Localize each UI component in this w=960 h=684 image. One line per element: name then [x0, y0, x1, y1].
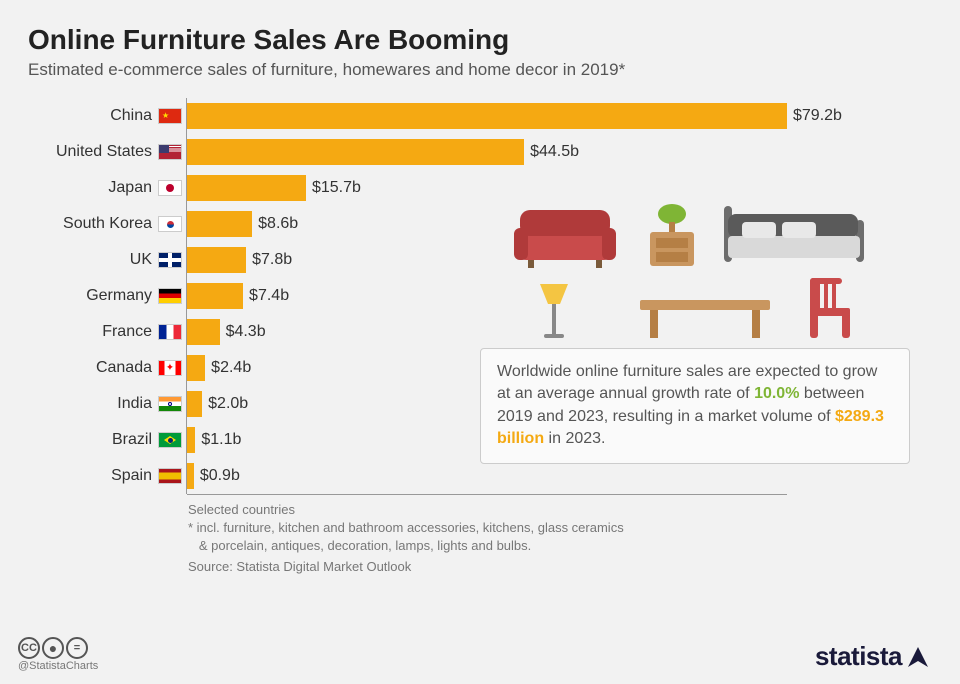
bar-value: $2.4b — [211, 359, 251, 377]
flag-de — [158, 288, 182, 304]
furniture-illustration — [510, 200, 890, 340]
bar-row: China ★ $79.2b — [28, 98, 932, 134]
bar-value: $79.2b — [793, 107, 842, 125]
x-axis — [187, 494, 787, 495]
by-icon: ● — [42, 637, 64, 659]
country-label: Japan — [28, 179, 158, 197]
growth-rate: 10.0% — [754, 385, 799, 402]
flag-es — [158, 468, 182, 484]
bar — [187, 319, 220, 345]
flag-jp — [158, 180, 182, 196]
bar — [187, 355, 205, 381]
footnote: Selected countries * incl. furniture, ki… — [188, 501, 932, 576]
flag-gb — [158, 252, 182, 268]
flag-br — [158, 432, 182, 448]
bar — [187, 103, 787, 129]
note-line: Selected countries — [188, 501, 932, 519]
bar — [187, 391, 202, 417]
twitter-handle: @StatistaCharts — [18, 660, 98, 672]
chart-subtitle: Estimated e-commerce sales of furniture,… — [28, 60, 932, 80]
bar-value: $1.1b — [201, 431, 241, 449]
country-label: South Korea — [28, 215, 158, 233]
info-text: in 2023. — [544, 430, 605, 447]
bar-value: $7.4b — [249, 287, 289, 305]
cc-icon: CC — [18, 637, 40, 659]
bar-value: $2.0b — [208, 395, 248, 413]
bar-value: $8.6b — [258, 215, 298, 233]
bar-row: United States $44.5b — [28, 134, 932, 170]
bar-value: $44.5b — [530, 143, 579, 161]
bar — [187, 211, 252, 237]
nd-icon: = — [66, 637, 88, 659]
note-line: * incl. furniture, kitchen and bathroom … — [188, 519, 932, 537]
country-label: UK — [28, 251, 158, 269]
bar — [187, 427, 195, 453]
bar — [187, 139, 524, 165]
bar — [187, 463, 194, 489]
flag-in — [158, 396, 182, 412]
country-label: Canada — [28, 359, 158, 377]
country-label: India — [28, 395, 158, 413]
chart-title: Online Furniture Sales Are Booming — [28, 24, 932, 56]
info-box: Worldwide online furniture sales are exp… — [480, 348, 910, 464]
flag-us — [158, 144, 182, 160]
bar-value: $7.8b — [252, 251, 292, 269]
country-label: Brazil — [28, 431, 158, 449]
note-line: & porcelain, antiques, decoration, lamps… — [188, 537, 932, 555]
bar-value: $0.9b — [200, 467, 240, 485]
bar-value: $4.3b — [226, 323, 266, 341]
country-label: Germany — [28, 287, 158, 305]
country-label: Spain — [28, 467, 158, 485]
flag-fr — [158, 324, 182, 340]
flag-cn: ★ — [158, 108, 182, 124]
statista-logo: statista — [815, 641, 932, 672]
bar-value: $15.7b — [312, 179, 361, 197]
flag-kr — [158, 216, 182, 232]
bar — [187, 283, 243, 309]
bar — [187, 175, 306, 201]
cc-license-icons: CC ● = — [18, 637, 98, 659]
source-line: Source: Statista Digital Market Outlook — [188, 558, 932, 576]
flag-ca: ✦ — [158, 360, 182, 376]
bar — [187, 247, 246, 273]
country-label: United States — [28, 143, 158, 161]
country-label: France — [28, 323, 158, 341]
country-label: China — [28, 107, 158, 125]
